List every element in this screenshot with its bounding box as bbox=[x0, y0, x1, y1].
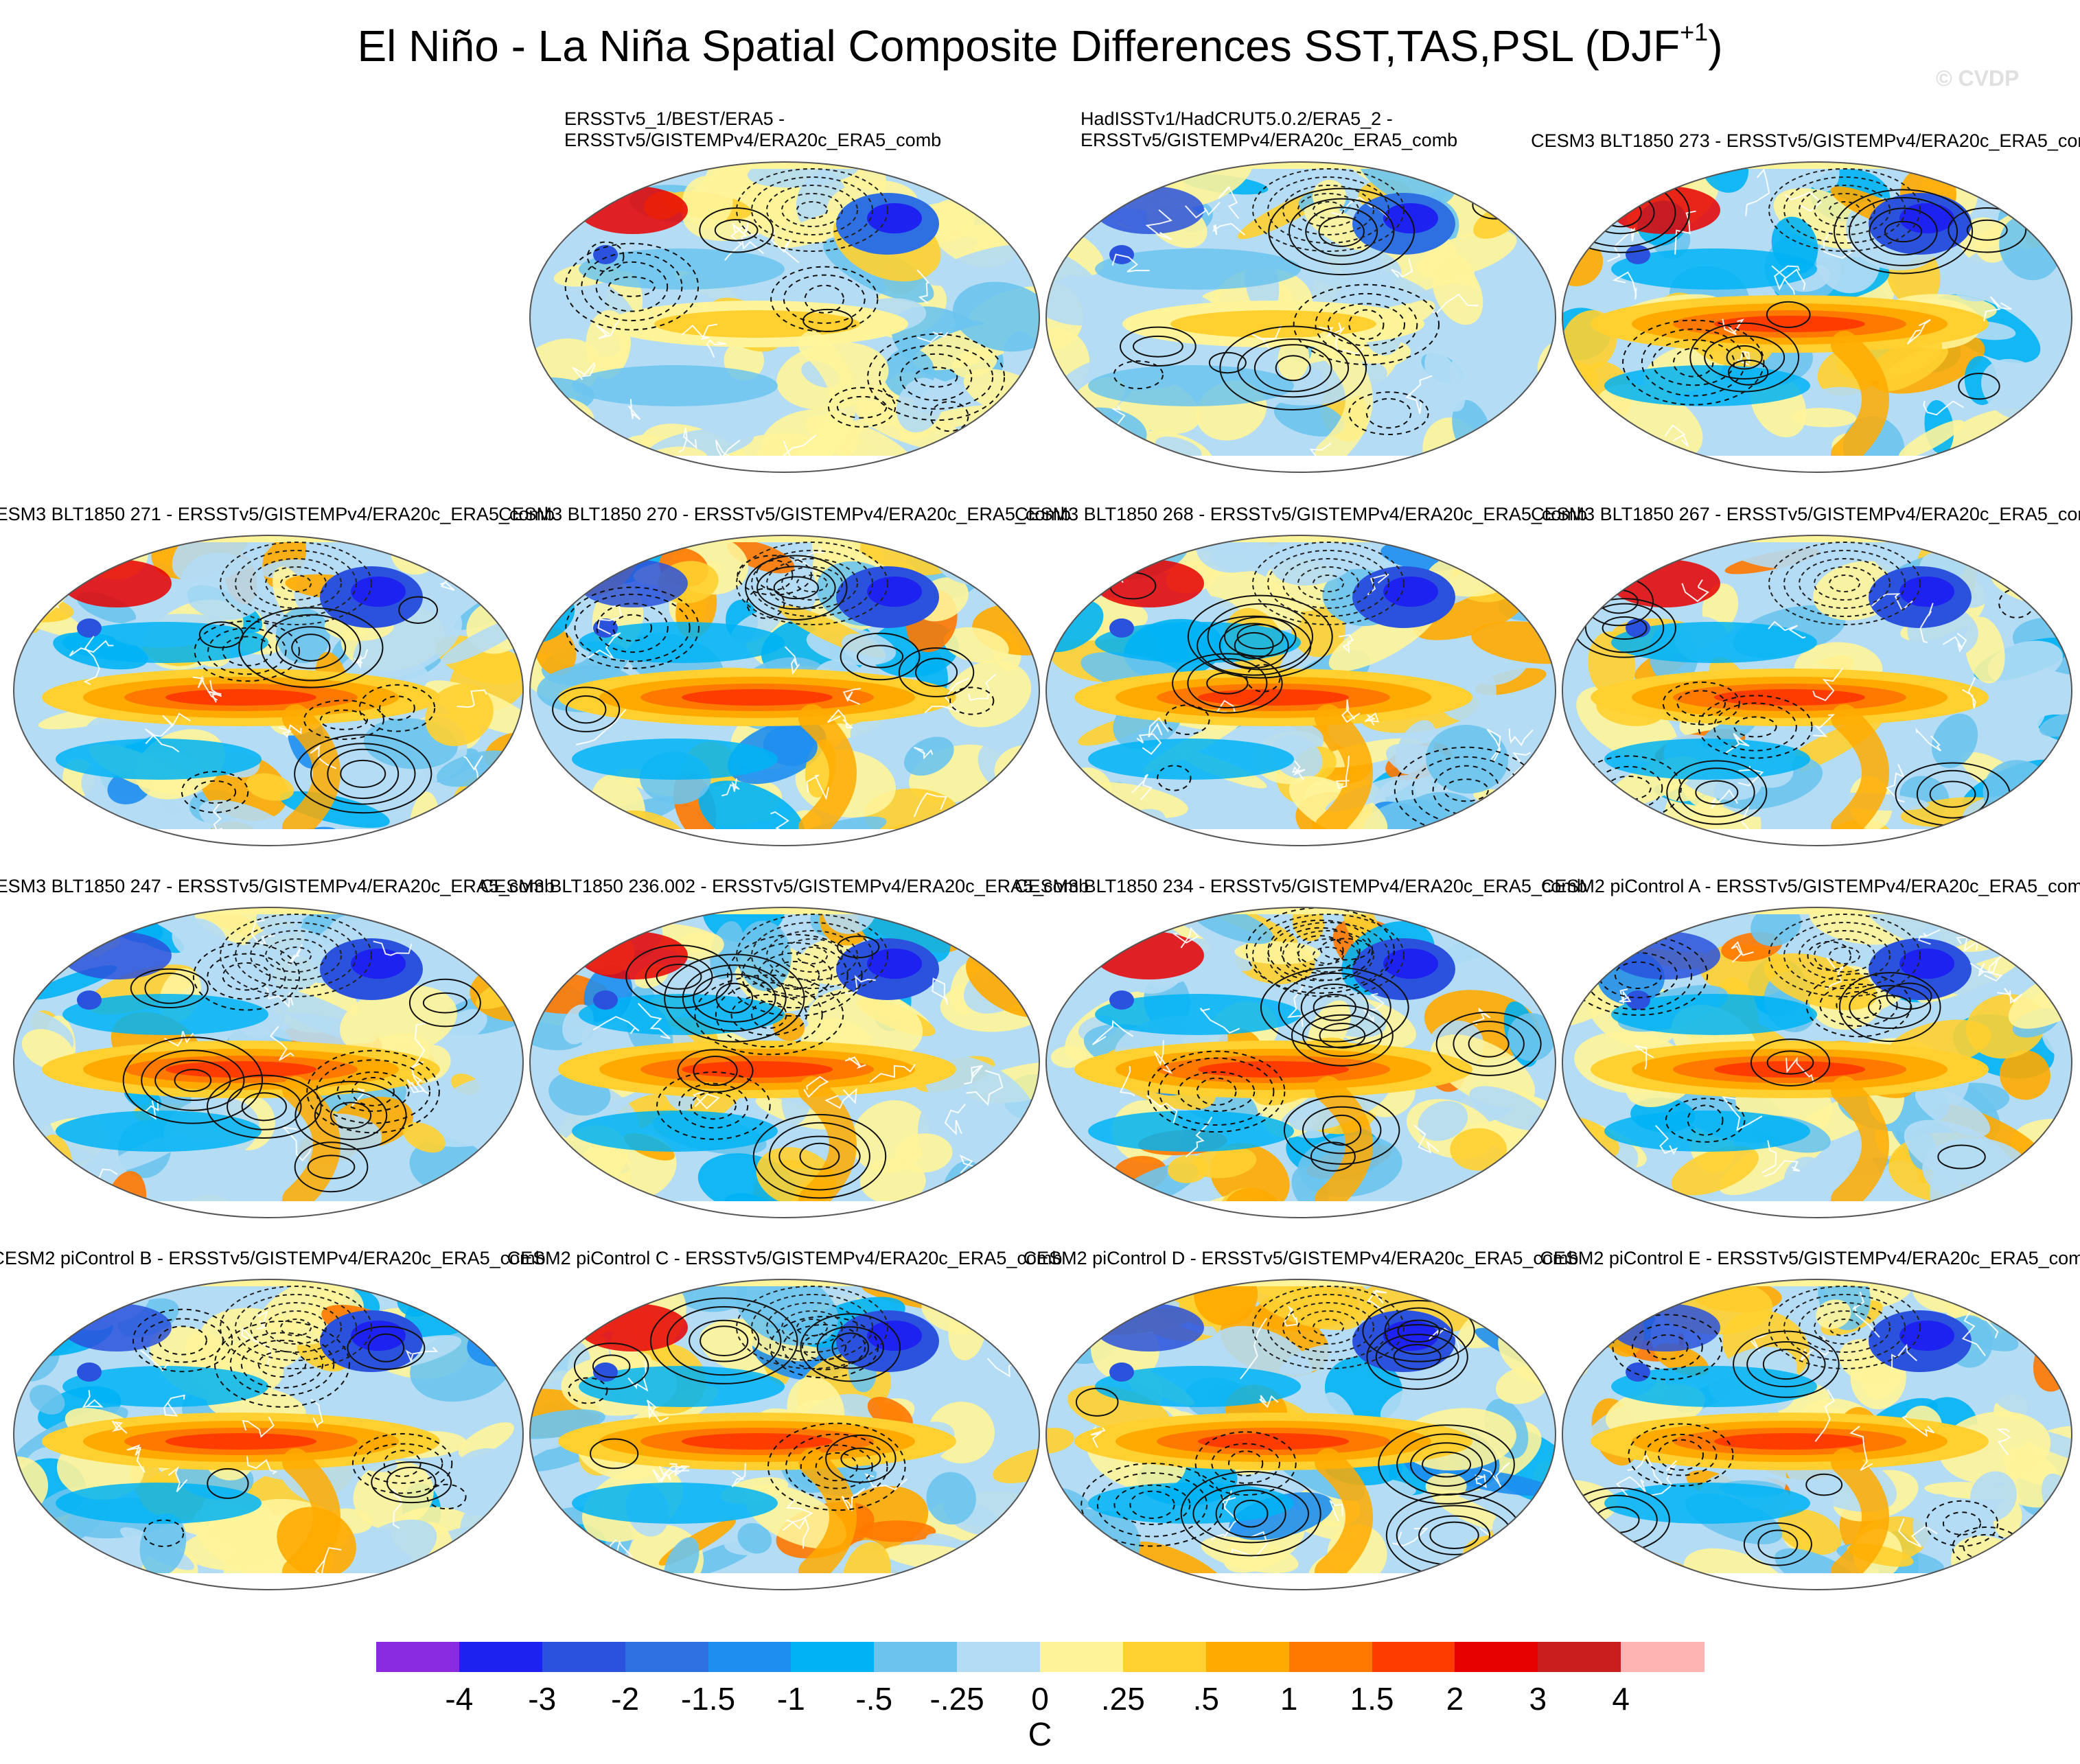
map-panel-4 bbox=[14, 535, 523, 846]
panel-title-9: CESM3 BLT1850 236.002 - ERSSTv5/GISTEMPv… bbox=[481, 876, 1089, 897]
map-panel-8 bbox=[14, 907, 523, 1218]
panel-title-line: ERSSTv5/GISTEMPv4/ERA20c_ERA5_comb bbox=[1081, 130, 1458, 150]
panel-title-3: CESM3 BLT1850 273 - ERSSTv5/GISTEMPv4/ER… bbox=[1531, 130, 2080, 152]
colorbar-tick-label: -.5 bbox=[855, 1681, 893, 1717]
panel-title-line: HadISSTv1/HadCRUT5.0.2/ERA5_2 - bbox=[1081, 108, 1393, 129]
colorbar-box bbox=[1289, 1642, 1372, 1672]
panel-title-line: CESM3 BLT1850 273 - ERSSTv5/GISTEMPv4/ER… bbox=[1531, 130, 2080, 151]
panel-title-10: CESM3 BLT1850 234 - ERSSTv5/GISTEMPv4/ER… bbox=[1015, 876, 1587, 897]
map-panel-2 bbox=[1046, 162, 1556, 472]
panel-title-line: CESM3 BLT1850 234 - ERSSTv5/GISTEMPv4/ER… bbox=[1015, 876, 1587, 896]
panel-title-line: CESM3 BLT1850 247 - ERSSTv5/GISTEMPv4/ER… bbox=[0, 876, 555, 896]
panel-title-1: ERSSTv5_1/BEST/ERA5 - ERSSTv5/GISTEMPv4/E… bbox=[564, 108, 941, 151]
colorbar-tick-label: -2 bbox=[611, 1681, 640, 1717]
colorbar-tick-label: .25 bbox=[1100, 1681, 1145, 1717]
colorbar-box bbox=[459, 1642, 543, 1672]
map-panel-1 bbox=[530, 162, 1039, 472]
colorbar-tick-label: 1.5 bbox=[1350, 1681, 1394, 1717]
panel-title-8: CESM3 BLT1850 247 - ERSSTv5/GISTEMPv4/ER… bbox=[0, 876, 555, 897]
map-panel-14 bbox=[1046, 1279, 1556, 1590]
colorbar-box bbox=[1122, 1642, 1207, 1672]
colorbar-tick-label: -.25 bbox=[929, 1681, 984, 1717]
colorbar-box bbox=[874, 1642, 958, 1672]
colorbar-units: C bbox=[1028, 1717, 1052, 1753]
panel-title-line: CESM3 BLT1850 268 - ERSSTv5/GISTEMPv4/ER… bbox=[1015, 504, 1587, 524]
panel-title-5: CESM3 BLT1850 270 - ERSSTv5/GISTEMPv4/ER… bbox=[498, 504, 1071, 525]
colorbar bbox=[376, 1642, 1705, 1672]
map-panel-9 bbox=[530, 907, 1039, 1218]
figure-title-close: ) bbox=[1708, 21, 1723, 71]
colorbar-box bbox=[1538, 1642, 1621, 1672]
colorbar-tick-label: 1 bbox=[1280, 1681, 1298, 1717]
colorbar-tick-label: 4 bbox=[1612, 1681, 1630, 1717]
panel-title-line: CESM2 piControl C - ERSSTv5/GISTEMPv4/ER… bbox=[507, 1248, 1063, 1268]
figure-title-text: El Niño - La Niña Spatial Composite Diff… bbox=[357, 21, 1680, 71]
colorbar-box bbox=[1205, 1642, 1290, 1672]
panel-title-line: CESM2 piControl B - ERSSTv5/GISTEMPv4/ER… bbox=[0, 1248, 546, 1268]
panel-title-line: ERSSTv5_1/BEST/ERA5 - bbox=[564, 108, 785, 129]
colorbar-box bbox=[1372, 1642, 1455, 1672]
colorbar-tick-label: .5 bbox=[1192, 1681, 1219, 1717]
colorbar-tick-label: 3 bbox=[1529, 1681, 1547, 1717]
colorbar-tick-label: 0 bbox=[1031, 1681, 1049, 1717]
panel-title-line: CESM3 BLT1850 267 - ERSSTv5/GISTEMPv4/ER… bbox=[1531, 504, 2080, 524]
panel-title-line: CESM3 BLT1850 271 - ERSSTv5/GISTEMPv4/ER… bbox=[0, 504, 555, 524]
panel-title-6: CESM3 BLT1850 268 - ERSSTv5/GISTEMPv4/ER… bbox=[1015, 504, 1587, 525]
colorbar-box bbox=[542, 1642, 626, 1672]
map-panel-6 bbox=[1046, 535, 1556, 846]
map-panel-7 bbox=[1562, 535, 2072, 846]
map-panel-10 bbox=[1046, 907, 1556, 1218]
colorbar-tick-label: -1.5 bbox=[680, 1681, 736, 1717]
map-panel-3 bbox=[1562, 162, 2072, 472]
panel-title-2: HadISSTv1/HadCRUT5.0.2/ERA5_2 - ERSSTv5/G… bbox=[1081, 108, 1457, 151]
map-panel-15 bbox=[1562, 1279, 2072, 1590]
colorbar-box bbox=[791, 1642, 875, 1672]
panel-title-12: CESM2 piControl B - ERSSTv5/GISTEMPv4/ER… bbox=[0, 1248, 546, 1269]
map-panel-13 bbox=[530, 1279, 1039, 1590]
panel-title-4: CESM3 BLT1850 271 - ERSSTv5/GISTEMPv4/ER… bbox=[0, 504, 555, 525]
colorbar-box bbox=[1621, 1642, 1705, 1672]
map-panel-5 bbox=[530, 535, 1039, 846]
map-panel-12 bbox=[14, 1279, 523, 1590]
colorbar-tick-label: 2 bbox=[1446, 1681, 1464, 1717]
cvdp-watermark: © CVDP bbox=[1936, 66, 2020, 91]
panel-title-11: CESM2 piControl A - ERSSTv5/GISTEMPv4/ER… bbox=[1541, 876, 2080, 897]
panel-title-line: CESM3 BLT1850 270 - ERSSTv5/GISTEMPv4/ER… bbox=[498, 504, 1071, 524]
colorbar-tick-label: -3 bbox=[528, 1681, 557, 1717]
colorbar-tick-label: -1 bbox=[776, 1681, 805, 1717]
map-panels bbox=[13, 161, 2072, 1590]
colorbar-box bbox=[376, 1642, 460, 1672]
colorbar-box bbox=[957, 1642, 1041, 1672]
panel-title-7: CESM3 BLT1850 267 - ERSSTv5/GISTEMPv4/ER… bbox=[1531, 504, 2080, 525]
colorbar-box bbox=[625, 1642, 708, 1672]
figure-title: El Niño - La Niña Spatial Composite Diff… bbox=[0, 18, 2080, 71]
panel-title-line: ERSSTv5/GISTEMPv4/ERA20c_ERA5_comb bbox=[564, 130, 942, 150]
panel-title-line: CESM2 piControl D - ERSSTv5/GISTEMPv4/ER… bbox=[1023, 1248, 1579, 1268]
colorbar-box bbox=[1040, 1642, 1124, 1672]
panel-title-13: CESM2 piControl C - ERSSTv5/GISTEMPv4/ER… bbox=[507, 1248, 1063, 1269]
panel-title-line: CESM2 piControl A - ERSSTv5/GISTEMPv4/ER… bbox=[1540, 876, 2080, 896]
map-panel-11 bbox=[1562, 907, 2072, 1218]
panel-title-line: CESM3 BLT1850 236.002 - ERSSTv5/GISTEMPv… bbox=[480, 876, 1089, 896]
colorbar-box bbox=[708, 1642, 791, 1672]
panel-title-line: CESM2 piControl E - ERSSTv5/GISTEMPv4/ER… bbox=[1540, 1248, 2080, 1268]
panel-title-14: CESM2 piControl D - ERSSTv5/GISTEMPv4/ER… bbox=[1024, 1248, 1579, 1269]
panel-title-15: CESM2 piControl E - ERSSTv5/GISTEMPv4/ER… bbox=[1540, 1248, 2080, 1269]
colorbar-tick-label: -4 bbox=[445, 1681, 474, 1717]
colorbar-box bbox=[1455, 1642, 1538, 1672]
figure-title-superscript: +1 bbox=[1680, 18, 1709, 46]
